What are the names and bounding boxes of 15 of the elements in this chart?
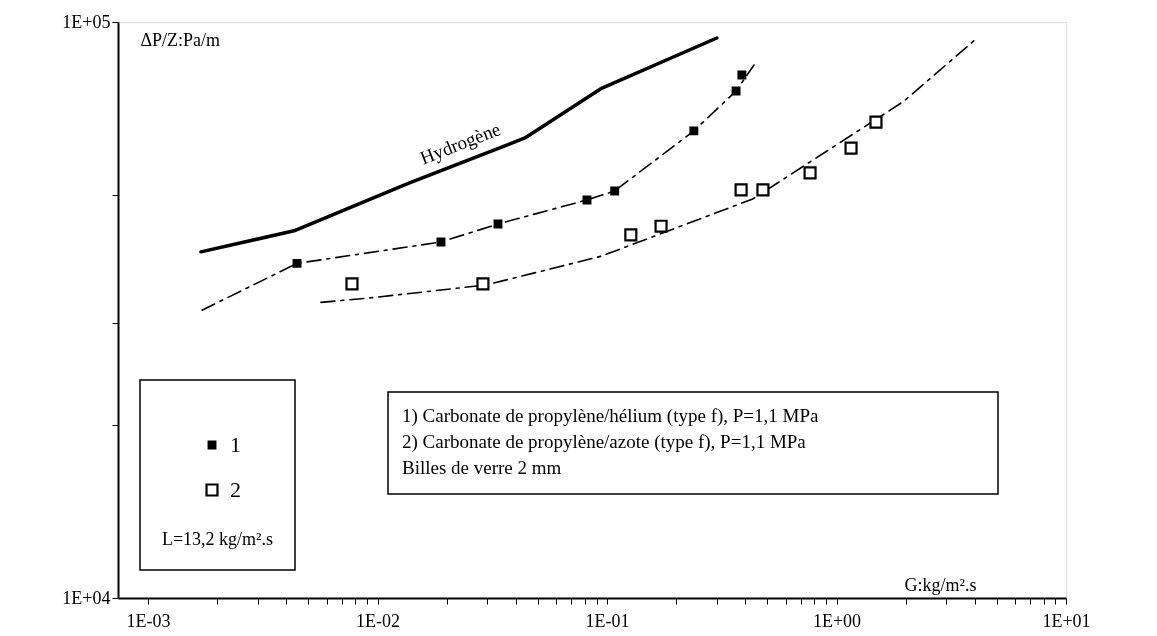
legend-title: L=13,2 kg/m².s [161, 529, 274, 549]
annotation: Billes de verre 2 mm [402, 457, 562, 478]
y-tick-label: 1E+04 [62, 587, 111, 608]
y-axis-title: ΔP/Z:Pa/m [140, 29, 221, 50]
x-tick-label: 1E-01 [585, 610, 630, 631]
annotation: 2) Carbonate de propylène/azote (type f), P=1,1 MPa [402, 431, 807, 453]
annotation: 1) Carbonate de propylène/hélium (type f), P=1,1 MPa [402, 405, 820, 427]
x-axis-title: G:kg/m².s [904, 574, 977, 595]
x-tick-label: 1E+00 [812, 610, 862, 631]
legend-label: 2 [230, 477, 241, 502]
x-tick-label: 1E-03 [126, 610, 171, 631]
y-tick-label: 1E+05 [62, 11, 111, 32]
x-tick-label: 1E-02 [356, 610, 401, 631]
legend-label: 1 [230, 432, 241, 457]
x-tick-label: 1E+01 [1042, 610, 1091, 631]
